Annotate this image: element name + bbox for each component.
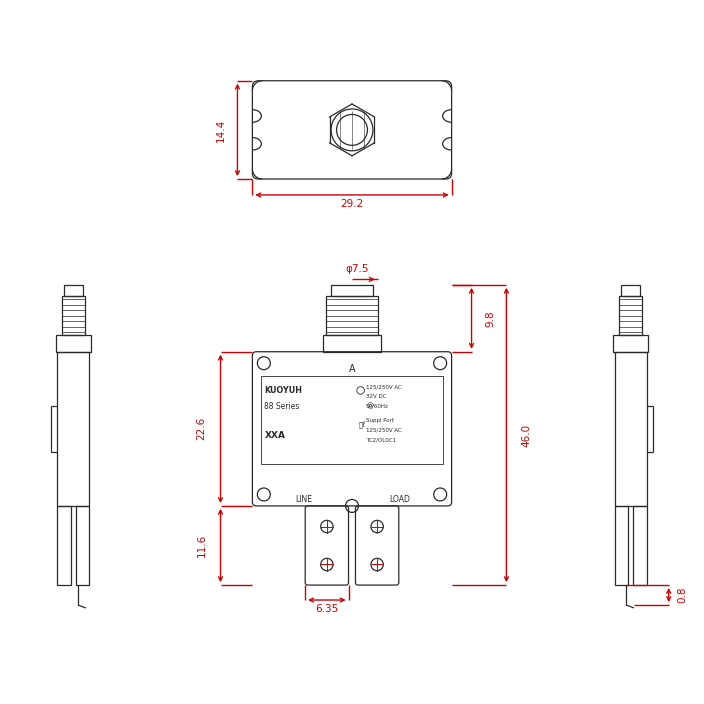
Bar (63, 285, 82, 296)
Text: 88 Series: 88 Series (264, 402, 300, 411)
Text: 46.0: 46.0 (522, 423, 532, 446)
Bar (634, 506, 647, 585)
Bar (331, 285, 373, 296)
Bar (622, 285, 641, 296)
Text: 125/250V AC: 125/250V AC (365, 384, 401, 389)
Text: φ7.5: φ7.5 (345, 264, 369, 274)
Text: LINE: LINE (296, 495, 313, 504)
Bar (620, 296, 642, 335)
Text: 9.8: 9.8 (486, 310, 496, 327)
Bar (56, 335, 91, 352)
Text: 125/250V AC: 125/250V AC (365, 427, 401, 432)
Bar (615, 352, 647, 506)
Text: 6.35: 6.35 (315, 604, 339, 614)
Text: 29.2: 29.2 (340, 199, 364, 209)
Text: 50/60Hz: 50/60Hz (365, 404, 389, 409)
Text: 14.4: 14.4 (215, 118, 225, 142)
Text: ⒤ℓ: ⒤ℓ (358, 422, 366, 429)
Bar (261, 377, 443, 465)
Bar (613, 335, 648, 352)
Bar (57, 352, 89, 506)
Bar (322, 335, 382, 352)
Text: @: @ (367, 403, 374, 410)
Bar (615, 506, 629, 585)
Text: KUOYUH: KUOYUH (264, 386, 302, 395)
Bar (57, 506, 70, 585)
Text: XXA: XXA (264, 431, 285, 440)
Text: 11.6: 11.6 (196, 534, 206, 557)
Text: Suppl Port: Suppl Port (365, 418, 394, 423)
Text: TC2/OL0C1: TC2/OL0C1 (365, 437, 396, 442)
Bar (62, 296, 84, 335)
Bar (327, 296, 377, 335)
Text: 22.6: 22.6 (196, 417, 206, 441)
Bar (75, 506, 89, 585)
Text: 32V DC: 32V DC (365, 394, 386, 399)
Text: LOAD: LOAD (389, 495, 410, 504)
Text: A: A (348, 364, 356, 374)
Text: 0.8: 0.8 (678, 587, 688, 603)
